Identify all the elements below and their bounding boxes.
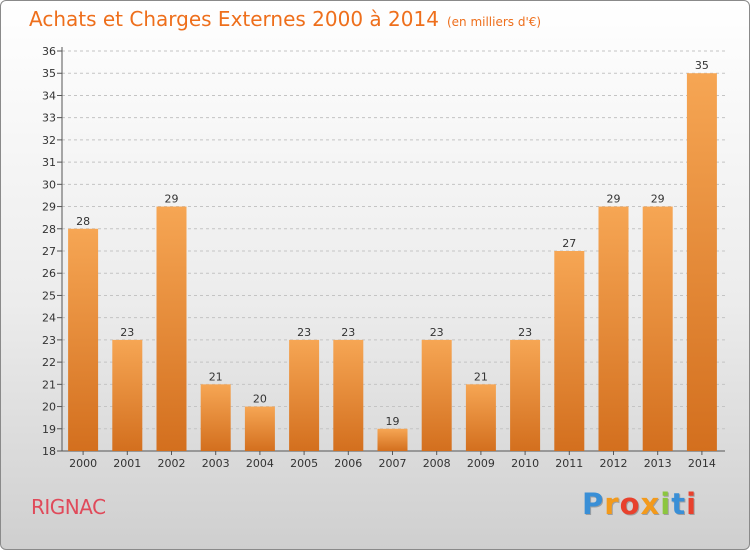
bar	[598, 206, 629, 451]
y-tick-label: 31	[42, 156, 56, 169]
bar	[686, 73, 717, 451]
x-tick-label: 2014	[688, 457, 716, 470]
y-tick-label: 30	[42, 178, 56, 191]
bar-value-label: 23	[341, 326, 355, 339]
y-tick-label: 18	[42, 445, 56, 458]
bar	[112, 339, 143, 451]
y-tick-label: 34	[42, 89, 56, 102]
bar-value-label: 27	[562, 237, 576, 250]
bar	[289, 339, 320, 451]
y-tick-label: 32	[42, 134, 56, 147]
chart-title: Achats et Charges Externes 2000 à 2014 (e…	[29, 7, 541, 31]
y-tick-label: 27	[42, 245, 56, 258]
x-tick-label: 2010	[511, 457, 539, 470]
logo-letter: t	[671, 487, 687, 521]
x-tick-label: 2004	[246, 457, 274, 470]
title-text: Achats et Charges Externes 2000 à 2014	[29, 7, 439, 31]
x-tick-label: 2000	[69, 457, 97, 470]
x-tick-label: 2008	[423, 457, 451, 470]
bar	[68, 228, 99, 451]
y-tick-label: 35	[42, 67, 56, 80]
bar-value-label: 21	[209, 370, 223, 383]
city-name: RIGNAC	[31, 495, 106, 519]
chart-subtitle: (en milliers d'€)	[446, 15, 542, 29]
y-tick-label: 33	[42, 112, 56, 125]
bar-value-label: 19	[386, 415, 400, 428]
bar-value-label: 35	[695, 59, 709, 72]
bar-value-label: 29	[607, 193, 621, 206]
x-tick-label: 2012	[600, 457, 628, 470]
bar-value-label: 29	[165, 193, 179, 206]
y-tick-label: 20	[42, 401, 56, 414]
bar	[377, 428, 408, 451]
logo-letter: o	[619, 487, 641, 521]
y-tick-label: 36	[42, 45, 56, 58]
logo-letter: i	[660, 487, 672, 521]
y-tick-label: 21	[42, 378, 56, 391]
bar	[200, 384, 231, 451]
y-tick-label: 22	[42, 356, 56, 369]
bar-value-label: 23	[430, 326, 444, 339]
y-tick-label: 28	[42, 223, 56, 236]
x-tick-label: 2002	[158, 457, 186, 470]
bar-value-label: 29	[651, 193, 665, 206]
x-tick-label: 2006	[334, 457, 362, 470]
x-tick-label: 2013	[644, 457, 672, 470]
y-tick-label: 19	[42, 423, 56, 436]
bar	[465, 384, 496, 451]
y-tick-label: 25	[42, 289, 56, 302]
y-tick-label: 23	[42, 334, 56, 347]
bar-value-label: 23	[120, 326, 134, 339]
x-tick-label: 2005	[290, 457, 318, 470]
bar	[244, 406, 275, 451]
logo-letter: P	[582, 487, 605, 521]
bar-value-label: 20	[253, 393, 267, 406]
x-tick-label: 2001	[113, 457, 141, 470]
y-tick-label: 29	[42, 201, 56, 214]
x-tick-label: 2011	[555, 457, 583, 470]
logo-letter: i	[686, 487, 698, 521]
x-tick-label: 2003	[202, 457, 230, 470]
bar	[510, 339, 541, 451]
bar	[554, 251, 585, 451]
bar	[156, 206, 187, 451]
bar-value-label: 21	[474, 370, 488, 383]
y-tick-label: 24	[42, 312, 56, 325]
bar-value-label: 23	[518, 326, 532, 339]
proxiti-logo: Proxiti	[582, 487, 697, 521]
logo-letter: x	[640, 487, 661, 521]
y-tick-label: 26	[42, 267, 56, 280]
bar	[421, 339, 452, 451]
bar-value-label: 28	[76, 215, 90, 228]
x-tick-label: 2007	[379, 457, 407, 470]
x-tick-label: 2009	[467, 457, 495, 470]
bar	[333, 339, 364, 451]
bar-value-label: 23	[297, 326, 311, 339]
logo-letter: r	[604, 487, 620, 521]
bar	[642, 206, 673, 451]
